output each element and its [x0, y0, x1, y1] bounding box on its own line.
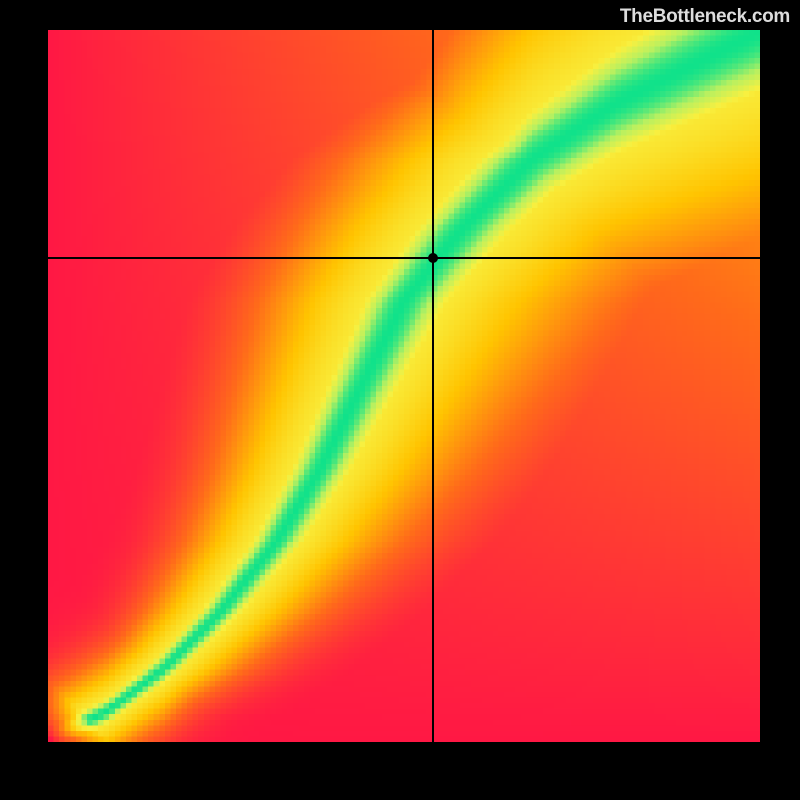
heatmap-canvas — [48, 30, 760, 742]
crosshair-vertical — [432, 30, 434, 742]
crosshair-marker — [428, 253, 438, 263]
crosshair-horizontal — [48, 257, 760, 259]
plot-area — [48, 30, 760, 742]
watermark-text: TheBottleneck.com — [620, 6, 790, 28]
chart-container: TheBottleneck.com — [0, 0, 800, 800]
